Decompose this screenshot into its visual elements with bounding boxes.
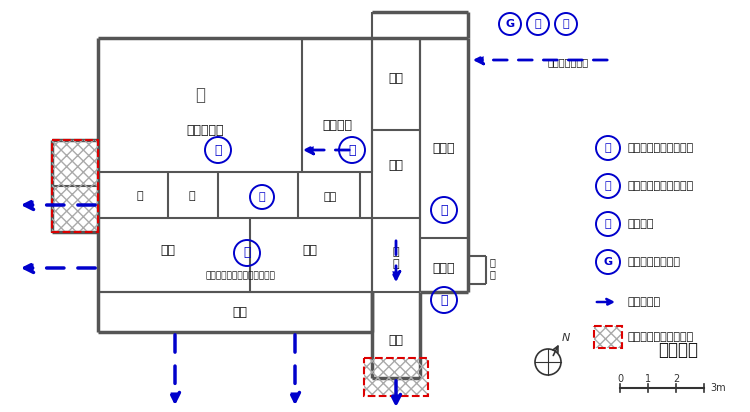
- Text: 出
窓: 出 窓: [489, 257, 495, 279]
- Text: G: G: [506, 19, 515, 29]
- Text: 和室: 和室: [302, 243, 317, 257]
- Text: （コミュニティースペース）: （コミュニティースペース）: [205, 272, 275, 281]
- Text: 玄関: 玄関: [388, 333, 404, 346]
- Bar: [52, 140, 98, 232]
- Text: 煙: 煙: [348, 143, 355, 157]
- Bar: [364, 358, 428, 396]
- Text: アトリエ: アトリエ: [322, 119, 352, 131]
- Text: 縁側: 縁側: [232, 306, 248, 318]
- Text: 事務室: 事務室: [433, 141, 455, 154]
- Text: 煙: 煙: [440, 204, 448, 216]
- Text: 煙: 煙: [243, 246, 250, 260]
- Text: 井: 井: [195, 86, 205, 104]
- Text: 収納: 収納: [323, 192, 337, 202]
- Text: 和室: 和室: [160, 243, 176, 257]
- Text: 煙: 煙: [604, 143, 611, 153]
- Text: 床: 床: [136, 191, 143, 201]
- Text: N: N: [562, 333, 570, 343]
- Text: 浴室: 浴室: [388, 72, 404, 84]
- Text: ：消火器: ：消火器: [628, 219, 655, 229]
- Text: 消: 消: [562, 19, 569, 29]
- Text: 消: 消: [259, 192, 266, 202]
- Text: 前室: 前室: [388, 159, 404, 171]
- Text: 熱: 熱: [604, 181, 611, 191]
- Text: 2: 2: [673, 374, 680, 384]
- Text: 1: 1: [645, 374, 651, 384]
- Bar: [594, 326, 622, 348]
- Bar: [364, 358, 428, 396]
- Text: ：火災警報器（煙式）: ：火災警報器（煙式）: [628, 143, 694, 153]
- Text: ギャラリー: ギャラリー: [186, 124, 224, 136]
- Text: カフェスタンド: カフェスタンド: [548, 57, 589, 67]
- Text: G: G: [604, 257, 613, 267]
- Text: ：避難経路: ：避難経路: [628, 297, 662, 307]
- Text: 熱: 熱: [535, 19, 542, 29]
- Text: 3m: 3m: [710, 383, 725, 393]
- Text: ：火災警報器（熱式）: ：火災警報器（熱式）: [628, 181, 694, 191]
- Text: 応接室: 応接室: [433, 262, 455, 274]
- Text: 煙: 煙: [440, 293, 448, 307]
- Text: 防災計画: 防災計画: [658, 341, 698, 359]
- Bar: [594, 326, 622, 348]
- Text: ：ガス漏れ警報器: ：ガス漏れ警報器: [628, 257, 681, 267]
- Bar: [52, 140, 98, 232]
- Text: 脇: 脇: [189, 191, 195, 201]
- Text: 廊
下: 廊 下: [393, 247, 399, 269]
- Text: 0: 0: [617, 374, 623, 384]
- Text: 消: 消: [604, 219, 611, 229]
- Text: 煙: 煙: [214, 143, 222, 157]
- Text: ：瓦の落下の危険性有: ：瓦の落下の危険性有: [628, 332, 694, 342]
